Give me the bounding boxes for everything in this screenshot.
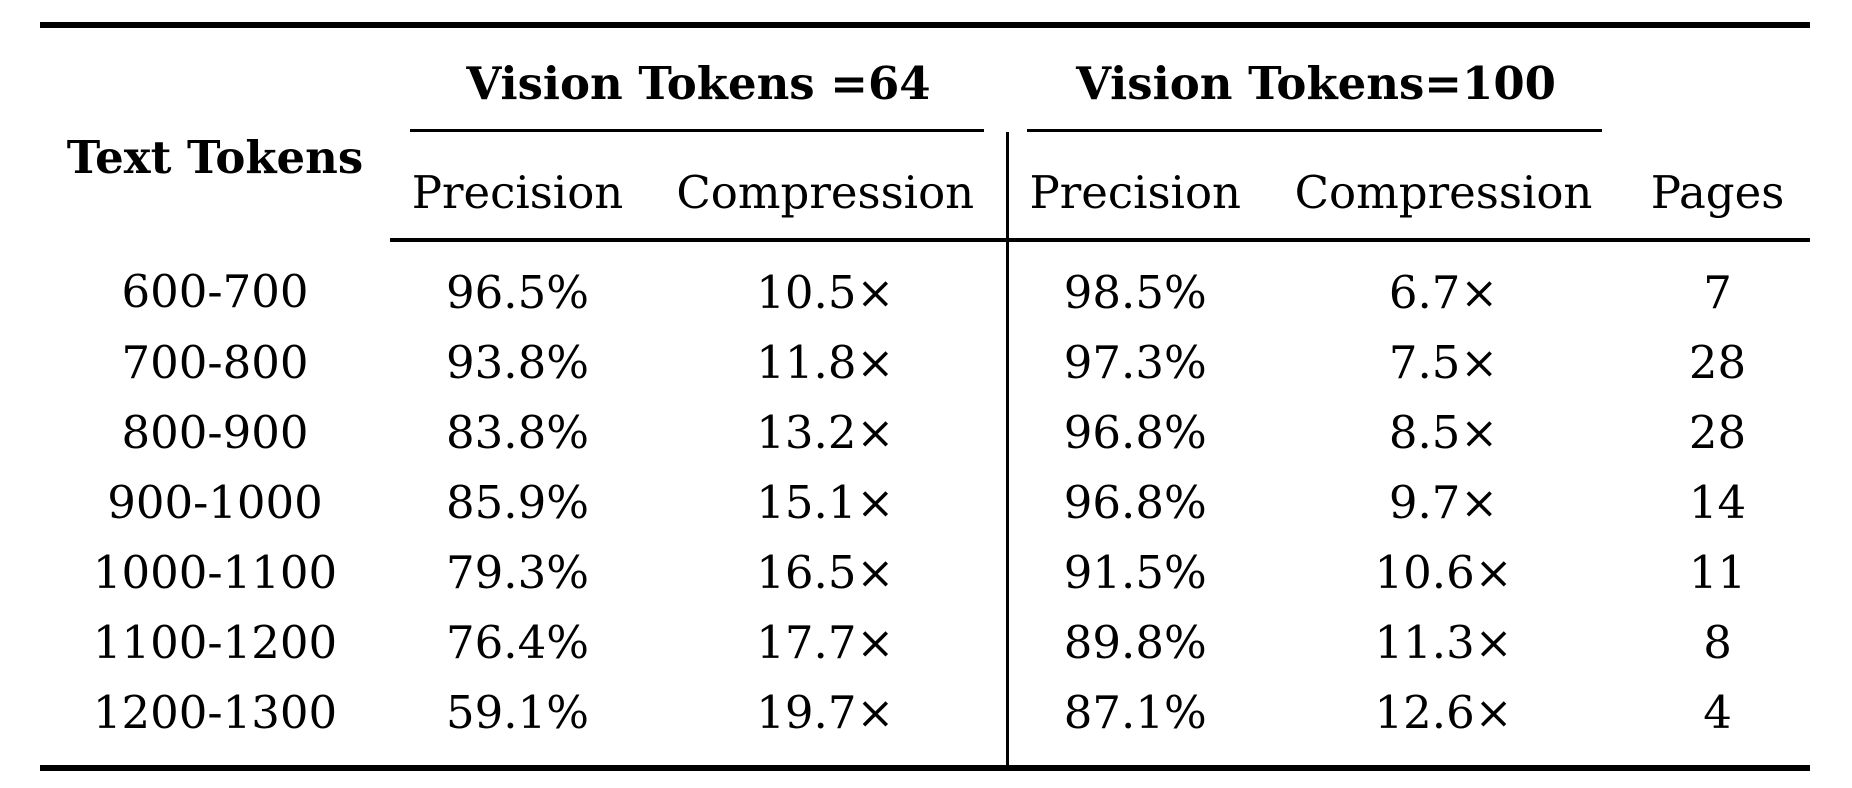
cell-pages: 14: [1688, 476, 1747, 529]
cell-precision-100: 87.1%: [1005, 678, 1262, 768]
group-header-vision-tokens-100: Vision Tokens=100: [1007, 25, 1625, 132]
cell-pages: 28: [1688, 406, 1747, 459]
col-header-pages: Pages: [1625, 132, 1811, 242]
group-header-row: Text Tokens Vision Tokens =64 Vision Tok…: [40, 25, 1810, 184]
cell-text-tokens: 700-800: [121, 336, 309, 389]
cell-compression-64: 15.1×: [756, 476, 895, 529]
cell-compression-64: 11.8×: [756, 336, 895, 389]
group-label-vision-tokens-64: Vision Tokens =64: [466, 57, 931, 110]
cell-compression-64: 10.5×: [756, 266, 895, 319]
cell-precision-64: 83.8%: [446, 406, 589, 459]
cell-text-tokens: 1200-1300: [92, 686, 338, 739]
cell-compression-64: 19.7×: [756, 686, 895, 739]
cell-precision-100: 89.8%: [1005, 608, 1262, 678]
cell-precision-64: 96.5%: [446, 266, 589, 319]
cell-precision-64: 76.4%: [446, 616, 589, 669]
group-label-vision-tokens-100: Vision Tokens=100: [1076, 57, 1556, 110]
cell-compression-100: 7.5×: [1388, 336, 1499, 389]
cell-text-tokens: 900-1000: [107, 476, 323, 529]
table-row: 1100-1200 76.4% 17.7× 89.8% 11.3× 8: [40, 608, 1810, 678]
table-header: Text Tokens Vision Tokens =64 Vision Tok…: [40, 25, 1811, 242]
cell-compression-100: 11.3×: [1374, 616, 1513, 669]
cell-precision-100: 96.8%: [1005, 468, 1262, 538]
col-header-precision-64: Precision: [390, 132, 645, 242]
table-row: 1200-1300 59.1% 19.7× 87.1% 12.6× 4: [40, 678, 1810, 768]
cell-compression-100: 8.5×: [1388, 406, 1499, 459]
col-header-precision-100: Precision: [1005, 132, 1262, 242]
cell-compression-100: 12.6×: [1374, 686, 1513, 739]
column-header-row: Precision Compression Precision Compress…: [40, 132, 1811, 242]
cell-compression-100: 6.7×: [1388, 266, 1499, 319]
cell-precision-64: 93.8%: [446, 336, 589, 389]
cell-precision-64: 59.1%: [446, 686, 589, 739]
cell-text-tokens: 1100-1200: [92, 616, 338, 669]
cell-pages: 4: [1703, 686, 1732, 739]
cell-precision-100: 91.5%: [1005, 538, 1262, 608]
cell-precision-64: 85.9%: [446, 476, 589, 529]
paper-table-figure: Text Tokens Vision Tokens =64 Vision Tok…: [40, 22, 1811, 771]
cmidrule-group-100: [1027, 129, 1603, 132]
cell-pages: 11: [1688, 546, 1747, 599]
cell-text-tokens: 600-700: [121, 265, 309, 318]
cell-compression-64: 16.5×: [756, 546, 895, 599]
cell-compression-100: 9.7×: [1388, 476, 1499, 529]
pages-header-spacer: [1625, 25, 1810, 132]
table-row: 900-1000 85.9% 15.1× 96.8% 9.7× 14: [40, 468, 1810, 538]
table-body: 600-700 96.5% 10.5× 98.5% 6.7× 7 700-800…: [40, 240, 1810, 768]
col-header-text-tokens: Text Tokens: [66, 130, 364, 184]
col-header-compression-64: Compression: [645, 132, 1007, 242]
table-row: 800-900 83.8% 13.2× 96.8% 8.5× 28: [40, 398, 1810, 468]
cell-pages: 7: [1703, 266, 1732, 319]
cell-precision-100: 98.5%: [1005, 240, 1262, 328]
col-header-compression-100: Compression: [1262, 132, 1626, 242]
cell-text-tokens: 800-900: [121, 406, 309, 459]
cell-compression-64: 13.2×: [756, 406, 895, 459]
group-header-vision-tokens-64: Vision Tokens =64: [390, 25, 1007, 132]
cell-compression-100: 10.6×: [1374, 546, 1513, 599]
cell-precision-100: 96.8%: [1005, 398, 1262, 468]
cell-text-tokens: 1000-1100: [92, 546, 338, 599]
results-table: Text Tokens Vision Tokens =64 Vision Tok…: [40, 22, 1811, 771]
table-row: 700-800 93.8% 11.8× 97.3% 7.5× 28: [40, 328, 1810, 398]
cell-pages: 8: [1703, 616, 1732, 669]
cell-pages: 28: [1688, 336, 1747, 389]
cmidrule-group-64: [410, 129, 984, 132]
cell-precision-100: 97.3%: [1005, 328, 1262, 398]
table-row: 600-700 96.5% 10.5× 98.5% 6.7× 7: [40, 240, 1810, 328]
cell-precision-64: 79.3%: [446, 546, 589, 599]
cell-compression-64: 17.7×: [756, 616, 895, 669]
table-row: 1000-1100 79.3% 16.5× 91.5% 10.6× 11: [40, 538, 1810, 608]
